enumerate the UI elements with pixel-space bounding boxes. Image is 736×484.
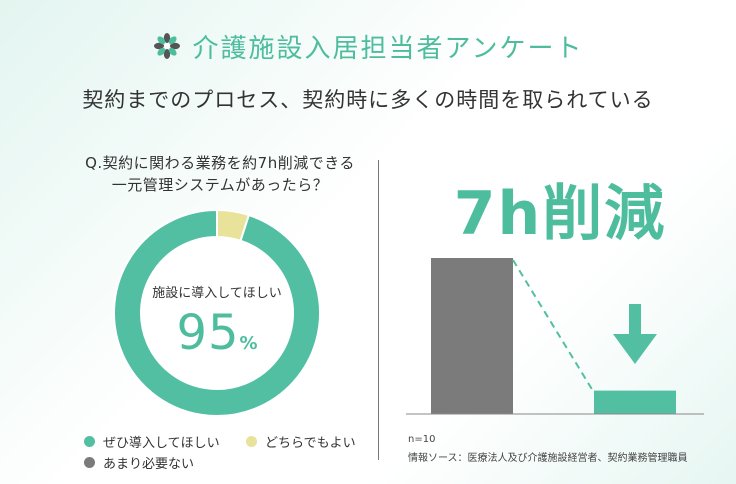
donut-center-label: 施設に導入してほしい bbox=[152, 286, 282, 301]
question-text: Q.契約に関わる業務を約7h削減できる 一元管理システムがあったら？ bbox=[60, 152, 380, 196]
donut-chart bbox=[113, 208, 321, 417]
source-note: 情報ソース：医療法人及び介護施設経営者、契約業務管理職員 bbox=[408, 453, 688, 464]
legend-label-neutral: どちらでもよい bbox=[265, 436, 356, 451]
legend-item-neutral: どちらでもよい bbox=[246, 432, 356, 451]
legend-dot-neutral bbox=[246, 436, 257, 447]
question-line-2: 一元管理システムがあったら？ bbox=[111, 176, 329, 194]
header: 介護施設入居担当者アンケート bbox=[0, 28, 736, 64]
legend-item-no: あまり必要ない bbox=[84, 453, 194, 472]
section-divider bbox=[378, 160, 379, 460]
question-line-1: Q.契約に関わる業務を約7h削減できる bbox=[85, 154, 355, 172]
legend-dot-no bbox=[84, 457, 95, 468]
bar-chart bbox=[406, 258, 704, 415]
down-arrow-icon bbox=[613, 304, 657, 364]
page-title: 介護施設入居担当者アンケート bbox=[192, 33, 584, 64]
subtitle: 契約までのプロセス、契約時に多くの時間を取られている bbox=[82, 88, 654, 112]
donut-value-unit: % bbox=[239, 333, 258, 354]
donut-hole bbox=[141, 237, 293, 389]
legend-item-yes: ぜひ導入してほしい bbox=[84, 432, 220, 451]
flower-icon bbox=[153, 33, 180, 59]
donut-value-number: 95 bbox=[176, 305, 240, 361]
bar-before bbox=[431, 258, 513, 414]
sample-size: n=10 bbox=[408, 434, 436, 445]
reduction-headline: 7h削減 bbox=[453, 179, 667, 249]
bar-after bbox=[594, 390, 676, 414]
legend-dot-yes bbox=[84, 436, 95, 447]
dashed-connector bbox=[512, 259, 595, 394]
legend-label-yes: ぜひ導入してほしい bbox=[103, 436, 220, 451]
donut-center-value: 95% bbox=[140, 305, 294, 361]
legend-label-no: あまり必要ない bbox=[103, 457, 195, 472]
